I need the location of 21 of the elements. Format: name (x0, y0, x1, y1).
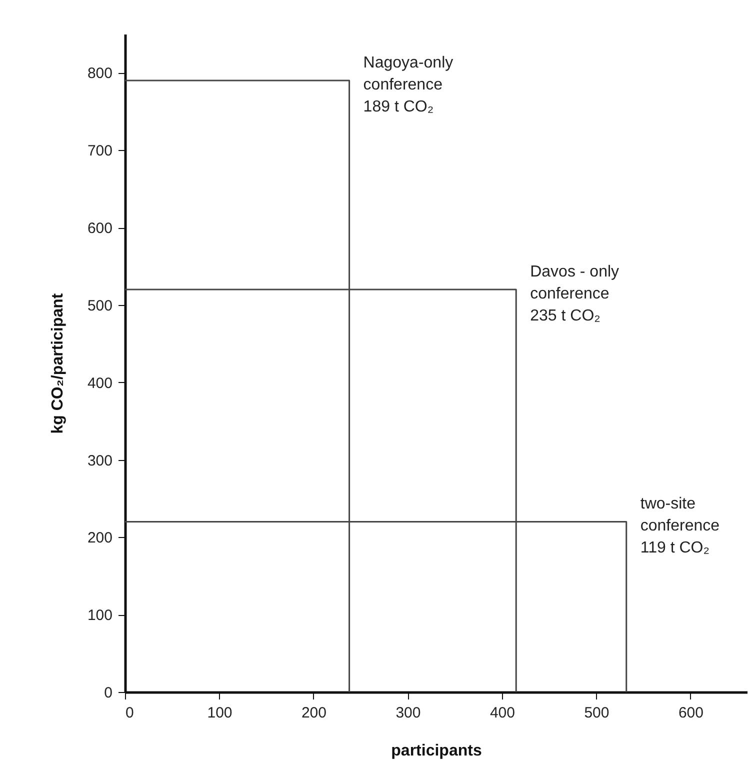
y-tick-label: 300 (87, 452, 112, 470)
y-tick-label: 200 (87, 530, 112, 547)
x-tick-label: 200 (301, 704, 326, 722)
annotation: Nagoya-only conference 189 t CO₂ (363, 54, 454, 116)
x-axis-title: participants (391, 742, 482, 760)
y-tick-label: 100 (87, 607, 112, 624)
x-tick-label: 300 (396, 704, 421, 722)
x-tick-label: 500 (584, 704, 610, 722)
y-tick-label: 400 (87, 374, 112, 392)
y-tick-label: 600 (87, 220, 112, 238)
y-tick-label: 0 (104, 684, 112, 702)
y-tick-label: 700 (87, 142, 112, 160)
x-tick-label: 0 (126, 704, 134, 722)
x-tick-label: 600 (678, 704, 704, 722)
annotation: two-site conference 119 t CO₂ (640, 496, 720, 557)
y-tick-label: 500 (87, 297, 112, 314)
x-tick-label: 100 (207, 704, 232, 722)
y-tick-label: 800 (87, 65, 112, 82)
annotation: Davos - only conference 235 t CO₂ (530, 263, 620, 324)
y-axis-title: kg CO₂/participant (49, 292, 66, 434)
x-tick-label: 400 (490, 704, 515, 722)
